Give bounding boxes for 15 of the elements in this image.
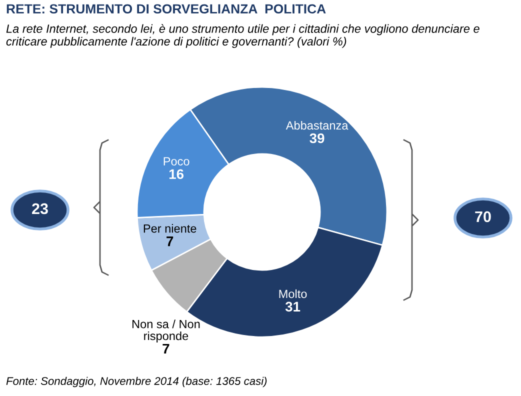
source-note: Fonte: Sondaggio, Novembre 2014 (base: 1365 casi) [6,376,267,388]
text: 23 [32,203,48,214]
slice-label: Poco [164,157,190,166]
data-label: 31 [285,302,300,312]
chart-subtitle: La rete Internet, secondo lei, è uno strumento utile per i cittadini che vogliono denunciare e criticare pubblicamente l'azione di politici e governanti? (valori %) [6,24,480,48]
data-label: 7 [162,344,170,354]
text: 70 [475,211,491,222]
data-label: 16 [169,169,184,180]
slice-label: Abbastanza [286,120,348,130]
chart-title: RETE: STRUMENTO DI SORVEGLIANZA POLITICA [6,4,326,14]
slice-label: Per niente [144,224,196,233]
slice-label: Non sa / Non risponde [132,320,200,342]
data-label: 7 [166,236,174,246]
data-label: 39 [310,133,324,144]
slice-label: Molto [279,289,307,298]
